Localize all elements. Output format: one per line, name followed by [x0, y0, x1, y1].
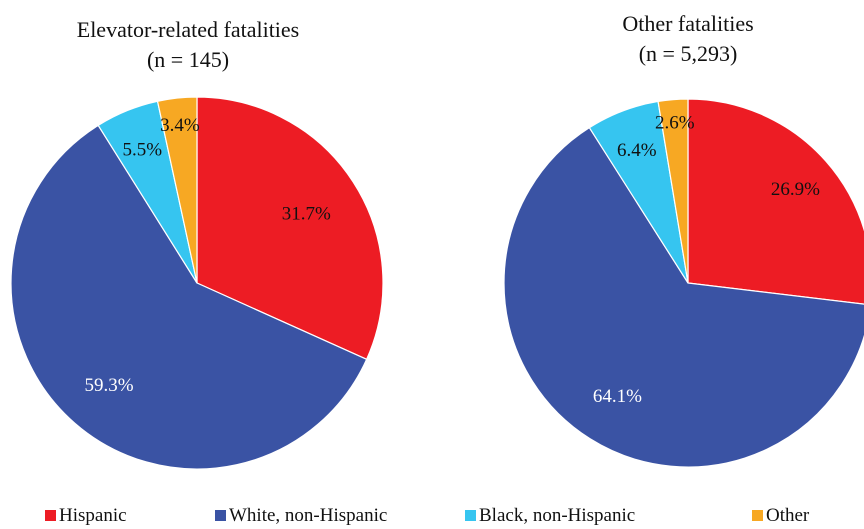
pie-chart-elevator: Elevator-related fatalities (n = 145) 31…	[10, 17, 384, 470]
chart-subtitle: (n = 145)	[147, 47, 229, 72]
pie-chart-other: Other fatalities (n = 5,293) 26.9% 64.1% 6…	[503, 11, 864, 468]
data-label-other: 2.6%	[655, 113, 695, 134]
pie-slice-hispanic	[196, 96, 384, 361]
pie-slice-hispanic	[687, 98, 864, 305]
chart-subtitle: (n = 5,293)	[639, 41, 738, 66]
legend: Hispanic White, non-Hispanic Black, non-Hi…	[45, 505, 810, 526]
legend-swatch	[465, 510, 476, 521]
legend-item-other: Other	[752, 505, 810, 526]
pie-slices	[10, 96, 384, 470]
legend-swatch	[215, 510, 226, 521]
pie-slice-other	[156, 96, 198, 284]
data-label-white-non-hispanic: 64.1%	[593, 386, 642, 407]
legend-swatch	[752, 510, 763, 521]
legend-item-hispanic: Hispanic	[45, 505, 127, 526]
pie-slice-white-non-hispanic	[503, 126, 864, 468]
legend-item-white-non-hispanic: White, non-Hispanic	[215, 505, 387, 526]
legend-item-black-non-hispanic: Black, non-Hispanic	[465, 505, 635, 526]
chart-title: Other fatalities	[622, 11, 753, 36]
legend-label: Other	[766, 505, 810, 526]
data-label-black-non-hispanic: 6.4%	[617, 140, 657, 161]
data-label-hispanic: 26.9%	[771, 179, 820, 200]
legend-label: White, non-Hispanic	[229, 505, 387, 526]
chart-title: Elevator-related fatalities	[77, 17, 300, 42]
pie-data-labels: 31.7% 59.3% 5.5% 3.4%	[84, 115, 331, 396]
data-label-other: 3.4%	[160, 115, 200, 136]
legend-label: Hispanic	[59, 505, 127, 526]
data-label-hispanic: 31.7%	[282, 203, 331, 224]
data-label-white-non-hispanic: 59.3%	[84, 375, 133, 396]
legend-label: Black, non-Hispanic	[479, 505, 635, 526]
data-label-black-non-hispanic: 5.5%	[122, 140, 162, 161]
pie-data-labels: 26.9% 64.1% 6.4% 2.6%	[593, 113, 820, 407]
pie-slices	[503, 98, 864, 468]
legend-swatch	[45, 510, 56, 521]
pie-slice-white-non-hispanic	[10, 124, 368, 470]
pie-slice-other	[657, 98, 689, 284]
